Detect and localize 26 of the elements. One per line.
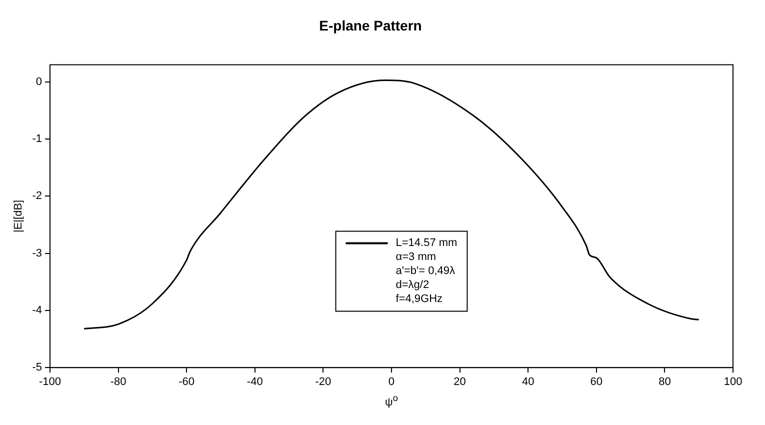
x-axis-title: ψ$^{o}$ bbox=[385, 393, 398, 409]
annotation: d=λg/2 bbox=[396, 279, 430, 292]
annotation: α=3 mm bbox=[396, 251, 436, 264]
x-tick-label: 100 bbox=[724, 376, 742, 388]
legend-label: L=14.57 mm bbox=[396, 237, 458, 250]
y-tick-label: -2 bbox=[32, 190, 42, 202]
x-tick-label: -100 bbox=[38, 376, 61, 388]
x-tick-label: 0 bbox=[388, 376, 395, 388]
y-tick-label: -4 bbox=[32, 304, 42, 316]
annotation: f=4,9GHz bbox=[396, 293, 443, 306]
y-tick-label: -3 bbox=[32, 247, 42, 260]
x-tick-label: -40 bbox=[246, 376, 263, 388]
y-tick-label: -5 bbox=[32, 362, 42, 374]
x-tick-label: 40 bbox=[522, 376, 534, 388]
x-tick-label: -80 bbox=[110, 376, 126, 388]
y-axis-title: |E|[dB] bbox=[12, 200, 25, 233]
x-tick-label: 60 bbox=[590, 376, 603, 388]
x-tick-label: 80 bbox=[658, 376, 671, 388]
y-tick-label: -1 bbox=[32, 133, 42, 146]
chart-title: E-plane Pattern bbox=[319, 17, 422, 34]
x-tick-label: -20 bbox=[315, 376, 332, 388]
x-tick-label: 20 bbox=[454, 376, 466, 388]
y-tick-label: 0 bbox=[36, 76, 42, 88]
annotation: a'=b'= 0,49λ bbox=[396, 265, 456, 278]
x-tick-label: -60 bbox=[178, 376, 195, 388]
line-series bbox=[83, 79, 700, 330]
